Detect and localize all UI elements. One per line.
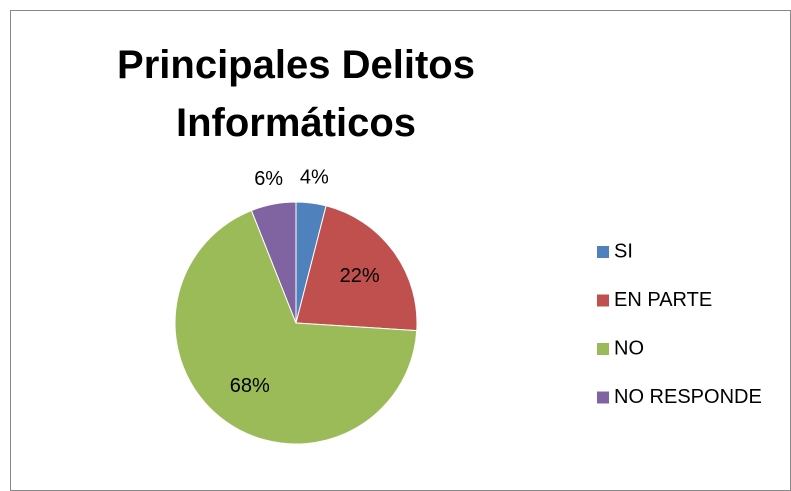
data-label: 22%: [340, 265, 380, 287]
legend-swatch: [597, 391, 609, 404]
pie-slice: [250, 201, 297, 324]
data-label: 68%: [230, 375, 270, 397]
legend-label: NO: [614, 337, 644, 359]
legend-label: NO RESPONDE: [614, 386, 762, 408]
legend-swatch: [597, 246, 609, 258]
pie-slice: [295, 205, 418, 332]
chart-title: Principales Delitos Informáticos: [117, 43, 475, 145]
data-label: 6%: [254, 168, 283, 190]
chart-frame: [10, 10, 791, 491]
data-label: 4%: [300, 166, 329, 188]
legend-label: SI: [614, 240, 633, 262]
legend-label: EN PARTE: [614, 289, 712, 311]
pie-slice: [174, 209, 418, 445]
legend-swatch: [597, 294, 609, 307]
legend-swatch: [597, 343, 609, 355]
